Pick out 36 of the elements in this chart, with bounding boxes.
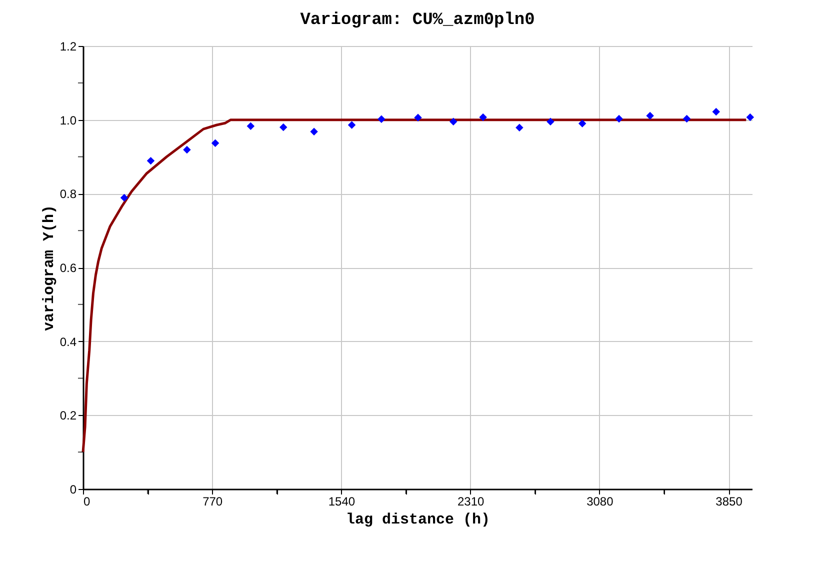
- x-tick-label: 2310: [457, 494, 484, 508]
- y-tick-label: 1.2: [60, 40, 77, 54]
- y-tick-label: 0: [70, 482, 77, 496]
- y-tick-label: 0.4: [60, 334, 77, 349]
- y-tick-label: 1.0: [60, 113, 77, 128]
- point: [348, 121, 356, 129]
- point: [746, 113, 754, 122]
- point: [120, 194, 128, 202]
- chart-title: Variogram: CU%_azm0pln0: [300, 11, 535, 30]
- point: [310, 128, 318, 136]
- point: [479, 113, 487, 122]
- point: [516, 124, 524, 132]
- point: [246, 122, 255, 130]
- point: [578, 120, 586, 128]
- point: [450, 118, 458, 126]
- point: [615, 114, 623, 123]
- y-axis-title: variogram Y(h): [40, 204, 58, 332]
- x-tick-label: 3850: [716, 494, 743, 508]
- x-axis-title: lag distance (h): [346, 512, 490, 528]
- x-tick-label: 0: [84, 494, 90, 508]
- point: [279, 123, 288, 132]
- point: [183, 146, 191, 154]
- x-tick-label: 770: [202, 494, 223, 508]
- point: [646, 112, 654, 120]
- y-tick-label: 0.6: [60, 261, 77, 275]
- point: [146, 156, 155, 165]
- y-tick-label: 0.2: [60, 408, 77, 423]
- point: [211, 139, 220, 147]
- y-tick-label: 0.8: [60, 187, 77, 202]
- point: [378, 115, 386, 123]
- point: [414, 114, 422, 122]
- point: [712, 108, 720, 116]
- point: [546, 118, 554, 126]
- x-tick-label: 1540: [328, 494, 356, 508]
- point: [682, 114, 691, 123]
- x-tick-label: 3080: [586, 494, 614, 508]
